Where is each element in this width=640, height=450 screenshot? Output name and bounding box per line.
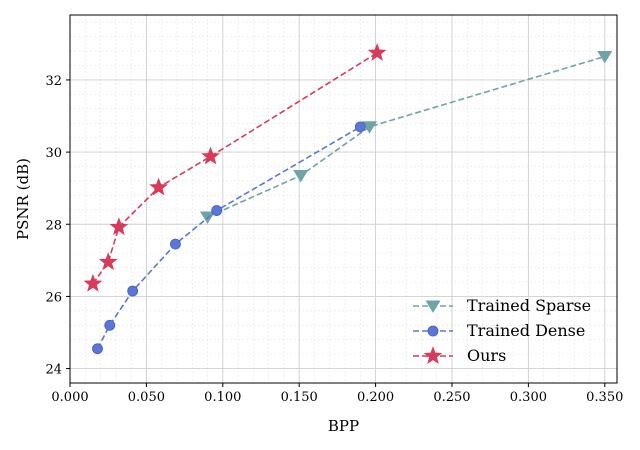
series-line-trained-sparse	[207, 55, 606, 218]
x-axis: 0.000 0.050 0.100 0.150 0.200 0.250 0.300 0.350	[51, 383, 623, 405]
series-trained-dense	[92, 121, 366, 355]
y-tick-label: 32	[45, 74, 62, 89]
legend-marker	[425, 300, 441, 313]
data-point-trained-sparse	[293, 169, 309, 183]
x-tick-label: 0.350	[586, 390, 623, 405]
series-trained-sparse	[199, 50, 613, 224]
y-axis: 24 26 28 30 32	[45, 74, 70, 378]
y-tick-label: 28	[45, 218, 62, 233]
data-point-trained-dense	[92, 343, 103, 355]
plot-area-frame	[69, 14, 618, 384]
series-line-ours	[92, 52, 378, 285]
y-tick-label: 24	[45, 363, 62, 378]
data-point-trained-dense	[127, 285, 139, 297]
data-point-trained-dense	[354, 121, 366, 133]
legend-item-ours: Ours	[413, 346, 506, 365]
legend-label: Trained Dense	[467, 321, 585, 340]
series-line-trained-dense	[96, 126, 361, 350]
x-tick-label: 0.300	[510, 390, 547, 405]
y-axis-label: PSNR (dB)	[14, 158, 32, 240]
legend-label: Trained Sparse	[467, 296, 591, 315]
legend-item-trained-dense: Trained Dense	[413, 321, 585, 340]
grid	[69, 15, 617, 384]
data-point-ours	[367, 43, 387, 61]
x-tick-label: 0.050	[128, 390, 165, 405]
data-point-ours	[83, 273, 103, 292]
legend: Trained Sparse Trained Dense Ours	[413, 296, 591, 365]
x-tick-label: 0.200	[357, 390, 394, 405]
legend-label: Ours	[467, 346, 506, 365]
x-tick-label: 0.100	[204, 390, 241, 405]
y-tick-label: 26	[45, 290, 62, 305]
legend-marker	[427, 325, 439, 337]
data-point-ours	[109, 217, 129, 236]
series-ours	[83, 43, 387, 292]
data-point-trained-dense	[170, 238, 181, 250]
data-point-ours	[98, 252, 118, 271]
data-point-trained-sparse	[597, 50, 613, 64]
data-point-ours	[149, 177, 168, 196]
x-axis-label: BPP	[328, 417, 359, 435]
data-point-trained-dense	[104, 319, 116, 331]
x-tick-label: 0.250	[433, 390, 470, 405]
x-tick-label: 0.000	[51, 390, 88, 405]
series-layer	[83, 43, 613, 355]
data-point-ours	[201, 146, 220, 165]
x-tick-label: 0.150	[281, 390, 318, 405]
legend-marker	[423, 346, 443, 364]
data-point-trained-dense	[211, 205, 223, 216]
data-point-trained-sparse	[361, 121, 378, 134]
y-tick-label: 30	[45, 146, 62, 161]
legend-item-trained-sparse: Trained Sparse	[413, 296, 591, 315]
